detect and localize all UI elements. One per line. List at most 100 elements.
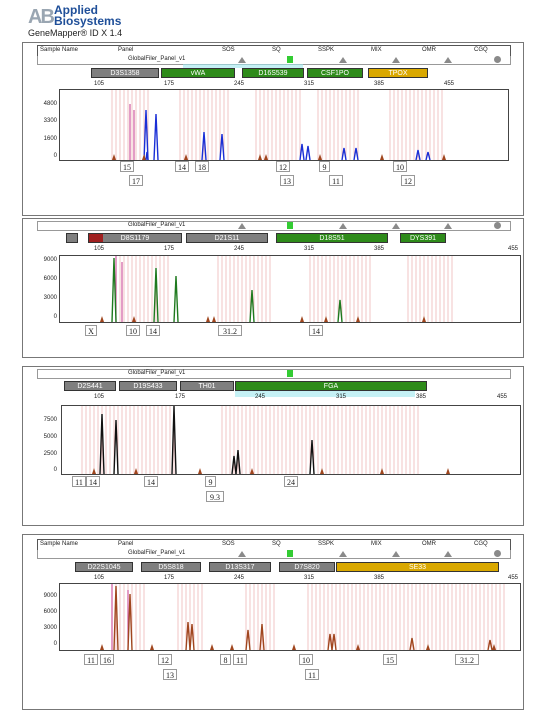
allele-call[interactable]: 16 bbox=[100, 654, 114, 665]
allele-call[interactable]: 14 bbox=[144, 476, 158, 487]
omr-flag-icon[interactable] bbox=[444, 223, 452, 229]
locus-dys391[interactable]: DYS391 bbox=[400, 233, 446, 243]
locus-d3s1358[interactable]: D3S1358 bbox=[91, 68, 159, 78]
allele-call[interactable]: 9 bbox=[205, 476, 216, 487]
locus-fga[interactable]: FGA bbox=[235, 381, 427, 391]
allele-call[interactable]: 15 bbox=[120, 161, 134, 172]
allele-call[interactable]: 11 bbox=[84, 654, 98, 665]
allele-call[interactable]: 18 bbox=[195, 161, 209, 172]
locus-d5s818[interactable]: D5S818 bbox=[141, 562, 201, 572]
col-sq[interactable]: SQ bbox=[272, 541, 281, 547]
locus-tpox[interactable]: TPOX bbox=[368, 68, 428, 78]
allele-call[interactable]: 10 bbox=[393, 161, 407, 172]
allele-call[interactable]: X bbox=[85, 325, 97, 336]
allele-call[interactable]: 12 bbox=[276, 161, 290, 172]
allele-call[interactable]: 13 bbox=[163, 669, 177, 680]
allele-call[interactable]: 14 bbox=[309, 325, 323, 336]
col-sos[interactable]: SOS bbox=[222, 541, 235, 547]
allele-call[interactable]: 31.2 bbox=[218, 325, 242, 336]
allele-call[interactable]: 12 bbox=[158, 654, 172, 665]
sspk-flag-icon[interactable] bbox=[339, 551, 347, 557]
bp-tick-175: 175 bbox=[164, 81, 175, 87]
locus-se33[interactable]: SE33 bbox=[336, 562, 499, 572]
allele-call[interactable]: 11 bbox=[72, 476, 86, 487]
cgq-flag-icon[interactable] bbox=[494, 56, 501, 63]
locus-d16s539[interactable]: D16S539 bbox=[242, 68, 304, 78]
sos-flag-icon[interactable] bbox=[238, 57, 246, 63]
bp-tick-385: 385 bbox=[374, 81, 385, 87]
bp-tick-105: 105 bbox=[94, 246, 105, 252]
allele-call[interactable]: 11 bbox=[305, 669, 319, 680]
locus-d13s317[interactable]: D13S317 bbox=[209, 562, 271, 572]
col-sos[interactable]: SOS bbox=[222, 47, 235, 53]
col-cgq[interactable]: CGQ bbox=[474, 47, 488, 53]
bin-lines bbox=[111, 90, 443, 160]
col-omr[interactable]: OMR bbox=[422, 47, 436, 53]
panel-name-row: GlobalFiler_Panel_v1 bbox=[37, 221, 511, 231]
allele-call[interactable]: 13 bbox=[280, 175, 294, 186]
plot-area[interactable] bbox=[59, 255, 521, 323]
sos-flag-icon[interactable] bbox=[238, 223, 246, 229]
sq-flag-icon[interactable] bbox=[287, 56, 293, 63]
sq-flag-icon[interactable] bbox=[287, 370, 293, 377]
locus-csf1po[interactable]: CSF1PO bbox=[307, 68, 363, 78]
y-tick: 0 bbox=[53, 153, 57, 159]
allele-call[interactable]: 31.2 bbox=[455, 654, 479, 665]
bp-tick-105: 105 bbox=[94, 394, 105, 400]
allele-call[interactable]: 24 bbox=[284, 476, 298, 487]
locus-th01[interactable]: TH01 bbox=[180, 381, 234, 391]
plot-area[interactable] bbox=[59, 89, 509, 161]
locus-d21s11[interactable]: D21S11 bbox=[186, 233, 268, 243]
sq-flag-icon[interactable] bbox=[287, 222, 293, 229]
allele-call[interactable]: 15 bbox=[383, 654, 397, 665]
allele-call[interactable]: 11 bbox=[329, 175, 343, 186]
omr-flag-icon[interactable] bbox=[444, 551, 452, 557]
locus-d18s51[interactable]: D18S51 bbox=[276, 233, 388, 243]
col-cgq[interactable]: CGQ bbox=[474, 541, 488, 547]
col-sample-name[interactable]: Sample Name bbox=[40, 47, 79, 53]
sos-flag-icon[interactable] bbox=[238, 551, 246, 557]
omr-flag-icon[interactable] bbox=[444, 57, 452, 63]
allele-call[interactable]: 14 bbox=[86, 476, 100, 487]
plot-area[interactable] bbox=[59, 583, 521, 651]
col-sq[interactable]: SQ bbox=[272, 47, 281, 53]
allele-call[interactable]: 10 bbox=[299, 654, 313, 665]
cgq-flag-icon[interactable] bbox=[494, 222, 501, 229]
col-panel[interactable]: Panel bbox=[118, 541, 134, 547]
sq-flag-icon[interactable] bbox=[287, 550, 293, 557]
allele-call[interactable]: 12 bbox=[401, 175, 415, 186]
plot-area[interactable] bbox=[61, 405, 521, 475]
locus-vwa[interactable]: vWA bbox=[161, 68, 235, 78]
allele-call[interactable]: 14 bbox=[146, 325, 160, 336]
bp-tick-385: 385 bbox=[374, 575, 385, 581]
allele-call[interactable]: 10 bbox=[126, 325, 140, 336]
cgq-flag-icon[interactable] bbox=[494, 550, 501, 557]
allele-call[interactable]: 9.3 bbox=[206, 491, 224, 502]
mix-flag-icon[interactable] bbox=[392, 551, 400, 557]
allele-call[interactable]: 8 bbox=[220, 654, 231, 665]
locus-d7s820[interactable]: D7S820 bbox=[279, 562, 335, 572]
locus-d8s1179[interactable]: D8S1179 bbox=[88, 233, 182, 243]
mix-flag-icon[interactable] bbox=[392, 223, 400, 229]
allele-call[interactable]: 17 bbox=[129, 175, 143, 186]
bp-tick-315: 315 bbox=[336, 394, 347, 400]
locus-d2s441[interactable]: D2S441 bbox=[64, 381, 116, 391]
sspk-flag-icon[interactable] bbox=[339, 223, 347, 229]
allele-call[interactable]: 14 bbox=[175, 161, 189, 172]
col-sspk[interactable]: SSPK bbox=[318, 541, 335, 547]
allele-call[interactable]: 11 bbox=[233, 654, 247, 665]
mix-flag-icon[interactable] bbox=[392, 57, 400, 63]
locus-d19s433[interactable]: D19S433 bbox=[119, 381, 177, 391]
locus-amel[interactable] bbox=[66, 233, 78, 243]
panel-name-row: GlobalFiler_Panel_v1 bbox=[37, 369, 511, 379]
col-omr[interactable]: OMR bbox=[422, 541, 436, 547]
col-sample-name[interactable]: Sample Name bbox=[40, 541, 79, 547]
col-mix[interactable]: MIX bbox=[371, 47, 382, 53]
locus-d22s1045[interactable]: D22S1045 bbox=[75, 562, 133, 572]
bp-tick-245: 245 bbox=[234, 575, 245, 581]
col-mix[interactable]: MIX bbox=[371, 541, 382, 547]
allele-call[interactable]: 9 bbox=[319, 161, 330, 172]
col-panel[interactable]: Panel bbox=[118, 47, 134, 53]
sspk-flag-icon[interactable] bbox=[339, 57, 347, 63]
col-sspk[interactable]: SSPK bbox=[318, 47, 335, 53]
